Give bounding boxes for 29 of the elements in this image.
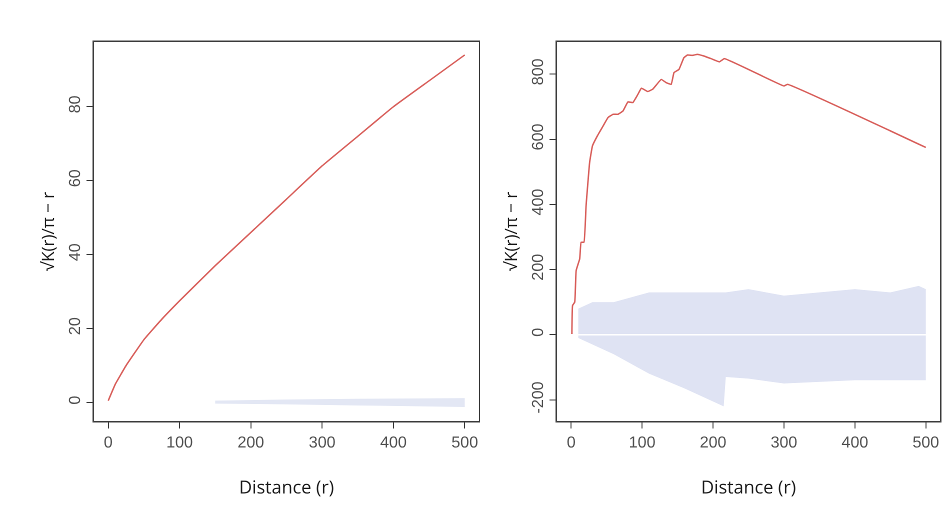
y-axis-title: √K(r)/π − r <box>36 192 59 272</box>
x-axis-title: Distance (r) <box>238 476 334 500</box>
y-tick-label: 400 <box>530 188 548 216</box>
x-tick-label: 0 <box>104 434 113 452</box>
y-tick-label: 800 <box>530 58 548 86</box>
y-tick-label: 0 <box>530 328 548 337</box>
y-tick-label: 80 <box>67 95 84 114</box>
x-tick-label: 100 <box>166 434 194 452</box>
y-axis-title: √K(r)/π − r <box>498 192 522 272</box>
line-series <box>108 54 466 402</box>
y-tick-label: 600 <box>530 124 548 150</box>
x-tick-label: 300 <box>308 434 336 452</box>
x-tick-label: 200 <box>238 434 264 452</box>
x-tick-label: 400 <box>842 434 868 452</box>
x-tick-label: 400 <box>380 434 407 452</box>
x-tick-label: 0 <box>566 434 576 452</box>
y-tick-label: -200 <box>530 381 548 414</box>
y-tick-label: 60 <box>67 169 84 188</box>
x-axis-title: Distance (r) <box>700 476 796 500</box>
x-tick-label: 500 <box>451 434 478 452</box>
y-tick-label: 200 <box>530 254 548 281</box>
x-tick-label: 500 <box>912 434 940 452</box>
line-series <box>571 54 927 336</box>
y-tick-label: 20 <box>67 317 84 336</box>
x-tick-label: 100 <box>628 434 656 452</box>
x-tick-label: 200 <box>700 434 726 452</box>
x-tick-label: 300 <box>770 434 798 452</box>
y-tick-label: 40 <box>67 243 84 262</box>
y-tick-label: 0 <box>67 396 84 405</box>
